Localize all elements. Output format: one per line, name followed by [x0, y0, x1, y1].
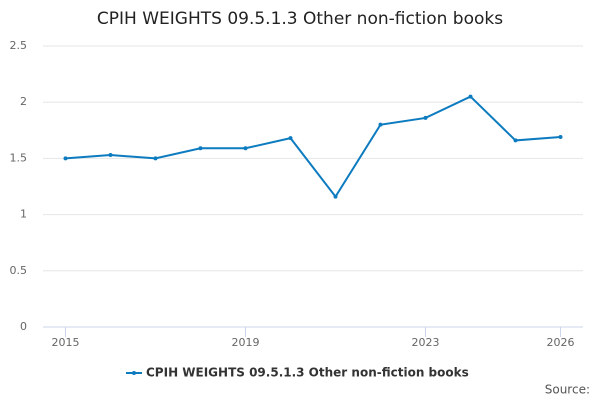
data-point — [558, 135, 563, 140]
data-point — [198, 146, 203, 151]
legend-marker — [132, 371, 136, 375]
data-point — [108, 153, 113, 158]
y-tick-label: 0.5 — [10, 264, 28, 277]
y-tick-label: 0 — [20, 320, 27, 333]
x-tick-label: 2026 — [547, 336, 575, 349]
chart-title: CPIH WEIGHTS 09.5.1.3 Other non-fiction … — [97, 9, 503, 29]
data-point — [288, 136, 293, 141]
data-point — [513, 138, 518, 143]
y-tick-label: 1 — [20, 208, 27, 221]
y-tick-label: 2 — [20, 95, 27, 108]
y-tick-label: 1.5 — [10, 151, 28, 164]
source-label: Source: — [545, 383, 590, 397]
x-tick-label: 2015 — [52, 336, 80, 349]
data-point — [243, 146, 248, 151]
series-line — [65, 95, 561, 199]
data-point — [468, 94, 473, 99]
x-tick-label: 2019 — [232, 336, 260, 349]
data-point — [333, 194, 338, 199]
legend-label: CPIH WEIGHTS 09.5.1.3 Other non-fiction … — [146, 366, 469, 380]
y-tick-label: 2.5 — [10, 39, 28, 52]
data-point — [153, 156, 158, 161]
data-point — [378, 122, 383, 127]
data-point — [63, 156, 68, 161]
data-point — [423, 115, 428, 120]
x-tick-label: 2023 — [412, 336, 440, 349]
